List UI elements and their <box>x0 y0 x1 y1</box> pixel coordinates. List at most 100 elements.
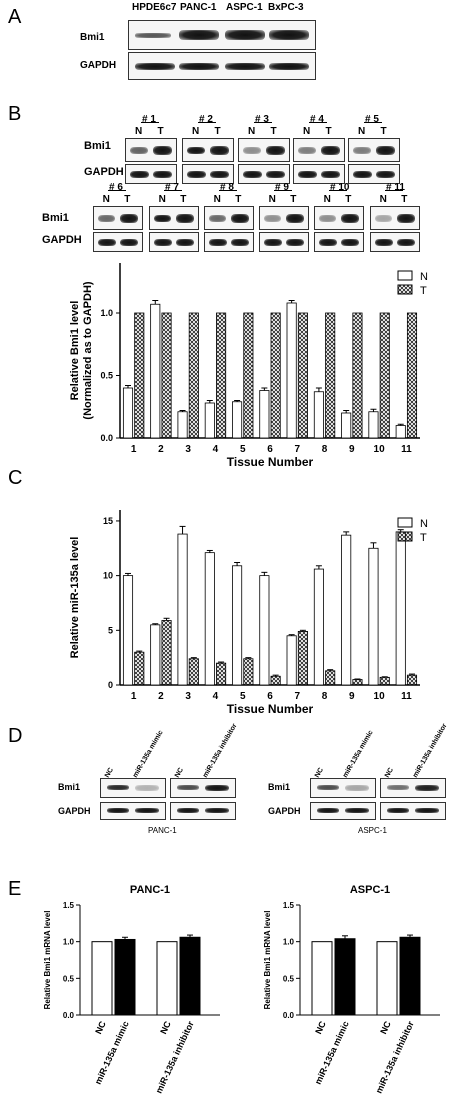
band <box>177 808 199 813</box>
band <box>205 808 229 813</box>
bar-t <box>243 312 254 439</box>
bar-t <box>216 662 227 686</box>
band <box>177 785 199 790</box>
y-tick-label: 10 <box>103 571 113 581</box>
band-t <box>340 214 360 223</box>
lane-label-t: T <box>235 194 242 205</box>
bar-t <box>134 312 145 439</box>
band-n <box>318 215 337 222</box>
band-n <box>298 171 317 178</box>
band <box>317 785 339 790</box>
bar-n <box>286 302 297 439</box>
lane-label-n: N <box>248 126 256 137</box>
band-t <box>119 214 139 223</box>
y-tick-label: 0 <box>108 680 113 690</box>
band-t <box>321 171 340 178</box>
bar-n <box>150 303 161 439</box>
lane-label-t: T <box>325 126 332 137</box>
band-t <box>153 146 172 155</box>
band-t <box>376 171 395 178</box>
x-tick-label: 11 <box>401 691 412 702</box>
sample-label: # 5 <box>365 114 379 125</box>
x-tick-label: 5 <box>240 444 246 455</box>
bar-t <box>188 658 199 686</box>
band-t <box>376 146 395 155</box>
western-blot-bmi1 <box>293 138 345 162</box>
x-tick-label: 5 <box>240 691 246 702</box>
row-label-bmi1: Bmi1 <box>58 782 81 792</box>
lane-label-t: T <box>214 126 221 137</box>
western-blot-bmi1 <box>380 778 446 798</box>
bar <box>179 936 201 1016</box>
bar <box>114 938 136 1016</box>
x-tick-label: 4 <box>213 691 219 702</box>
band-t <box>210 146 229 155</box>
band <box>345 785 369 791</box>
band-n <box>130 147 148 154</box>
bar-n <box>395 425 406 439</box>
bar-t <box>379 676 390 686</box>
bar-n <box>232 565 243 686</box>
x-tick-label: 6 <box>267 691 273 702</box>
row-label-bmi1: Bmi1 <box>268 782 291 792</box>
legend-swatch <box>397 517 413 528</box>
western-blot-gapdh <box>100 802 166 820</box>
lane-label-n: N <box>303 126 311 137</box>
chart-e-panc1: PANC-1 0.0 0.5 1.0 1.5 Relative Bmi1 mRNA lev… <box>43 884 220 1095</box>
sample-label: # 9 <box>275 182 289 193</box>
western-blot-bmi1 <box>93 206 143 230</box>
y-axis-title: (Normalized as to GAPDH) <box>82 281 94 419</box>
western-blot-gapdh <box>182 164 234 184</box>
sample-label: # 4 <box>310 114 324 125</box>
sample-underline <box>309 122 327 123</box>
cell-line-label: BxPC-3 <box>268 2 304 13</box>
cell-line-label: HPDE6c7 <box>132 2 177 13</box>
western-blot-gapdh <box>348 164 400 184</box>
lane-label-n: N <box>102 194 110 205</box>
bar-t <box>134 651 145 686</box>
sample-underline <box>254 122 272 123</box>
x-tick-label: 1 <box>131 691 137 702</box>
sample-label: # 11 <box>386 182 405 193</box>
band-n <box>353 147 371 154</box>
band-n <box>243 171 262 178</box>
band-t <box>175 239 195 246</box>
row-label-gapdh: GAPDH <box>80 60 117 71</box>
bar-t <box>379 312 390 439</box>
lane-label-t: T <box>180 194 187 205</box>
y-tick-label: 1.0 <box>100 308 113 318</box>
bar-t <box>352 312 363 439</box>
lane-label-t: T <box>124 194 131 205</box>
sample-label: # 1 <box>142 114 156 125</box>
panel-label-b: B <box>8 103 22 125</box>
western-blot-gapdh <box>93 232 143 252</box>
band-t <box>340 239 360 246</box>
lane-label: miR-135a mimic <box>131 729 165 779</box>
band-n <box>374 239 394 246</box>
bar-t <box>270 675 281 686</box>
legend-label: N <box>420 518 428 530</box>
bar-n <box>204 402 215 439</box>
western-blot-gapdh <box>314 232 364 252</box>
lane-label-t: T <box>345 194 352 205</box>
western-blot-gapdh <box>259 232 309 252</box>
bar <box>399 936 421 1016</box>
lane-label-t: T <box>401 194 408 205</box>
bar-n <box>313 568 324 686</box>
bar-t <box>406 312 418 439</box>
band-n <box>263 239 283 246</box>
lane-label-n: N <box>379 194 387 205</box>
sample-label: # 6 <box>109 182 123 193</box>
western-blot-bmi1 <box>204 206 254 230</box>
western-blot-gapdh <box>125 164 177 184</box>
sample-label: # 2 <box>199 114 213 125</box>
band-n <box>298 147 316 154</box>
bar-t <box>216 312 227 439</box>
bar-t <box>270 312 281 439</box>
x-tick-label: 3 <box>185 691 191 702</box>
western-blot-bmi1 <box>348 138 400 162</box>
bar-n <box>341 534 352 686</box>
sample-underline <box>364 122 382 123</box>
y-tick-label: 5 <box>108 625 113 635</box>
x-tick-label: 10 <box>374 444 386 455</box>
